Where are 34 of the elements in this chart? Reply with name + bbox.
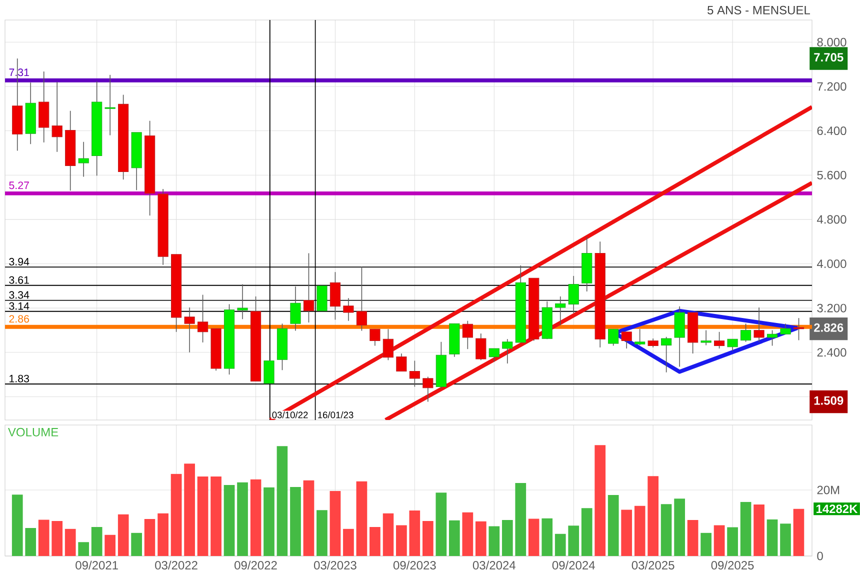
ref-line-label: 1.83 bbox=[10, 374, 30, 382]
x-tick-label: 03/2023 bbox=[314, 560, 356, 570]
x-tick-label: 03/2024 bbox=[472, 560, 516, 570]
y-tick-label: 7.200 bbox=[817, 82, 846, 91]
ref-line-label: 3.14 bbox=[9, 302, 30, 310]
y-tick-label: 8.000 bbox=[817, 38, 846, 46]
y-tick-label: 1.509 bbox=[814, 396, 844, 405]
y-tick-label: 0 bbox=[817, 552, 823, 560]
x-tick-label: 09/2022 bbox=[234, 560, 277, 570]
ref-line-label: 03/10/22 bbox=[272, 411, 308, 418]
y-tick-label: 20M bbox=[817, 486, 840, 494]
y-tick-label: 7.705 bbox=[814, 53, 844, 62]
ref-line-label: 3.61 bbox=[9, 276, 29, 284]
x-tick-label: 09/2021 bbox=[76, 560, 118, 570]
ref-line-label: 5.27 bbox=[9, 182, 29, 190]
y-tick-label: 4.000 bbox=[816, 260, 846, 268]
ref-line-label: 2.86 bbox=[9, 315, 30, 323]
ref-line-label: 16/01/23 bbox=[318, 411, 354, 418]
x-tick-label: 09/2024 bbox=[552, 560, 595, 570]
text: 14282K bbox=[816, 504, 858, 514]
y-tick-label: 5.600 bbox=[817, 170, 846, 180]
y-tick-label: 2.400 bbox=[817, 348, 846, 357]
y-tick-label: 3.200 bbox=[817, 304, 846, 312]
x-tick-label: 03/2022 bbox=[155, 560, 198, 570]
y-tick-label: 6.400 bbox=[817, 126, 846, 136]
y-tick-label: 2.826 bbox=[814, 323, 844, 332]
x-tick-label: 03/2025 bbox=[632, 560, 674, 570]
chart-title: VOLUME bbox=[8, 428, 58, 436]
ref-line-label: 3.94 bbox=[9, 258, 30, 266]
chart-title: 5 ANS - MENSUEL bbox=[708, 6, 810, 14]
x-tick-label: 09/2023 bbox=[393, 560, 436, 570]
x-tick-label: 09/2025 bbox=[711, 560, 754, 570]
y-tick-label: 4.800 bbox=[816, 215, 846, 224]
ref-line-label: 3.34 bbox=[9, 291, 30, 299]
